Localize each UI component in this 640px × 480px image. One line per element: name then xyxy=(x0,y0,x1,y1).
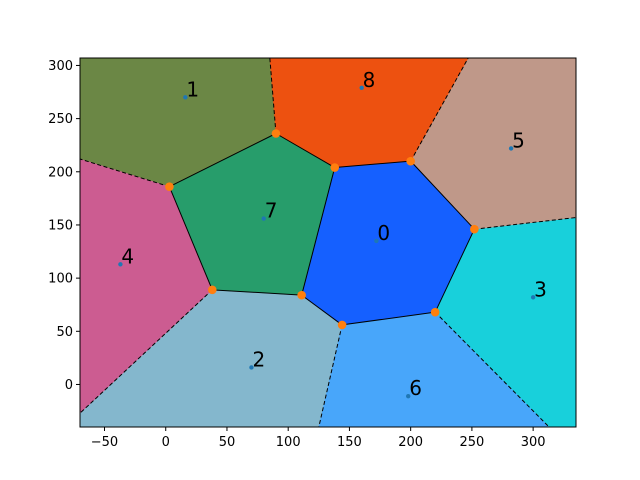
region-label-2: 2 xyxy=(252,347,265,371)
vertices-layer xyxy=(165,129,479,330)
voronoi-edge xyxy=(301,294,343,326)
voronoi-edge xyxy=(334,160,411,169)
y-axis: 0 50 100 150 200 250 300 xyxy=(48,59,80,393)
voronoi-vertex xyxy=(271,129,281,138)
x-tick-label: 300 xyxy=(521,435,546,450)
site-point-5 xyxy=(508,146,514,151)
y-tick-label: 100 xyxy=(48,272,73,287)
site-point-3 xyxy=(530,295,536,300)
region-label-7: 7 xyxy=(265,199,278,223)
site-point-7 xyxy=(261,216,266,221)
voronoi-ridge-dashed xyxy=(434,311,550,427)
voronoi-edge xyxy=(169,133,277,188)
voronoi-vertex xyxy=(337,320,347,330)
site-point-6 xyxy=(406,393,411,399)
regions-layer xyxy=(80,58,576,427)
voronoi-vertex xyxy=(297,290,306,300)
x-tick-label: 250 xyxy=(459,435,484,450)
region-label-8: 8 xyxy=(363,68,376,92)
voronoi-edge xyxy=(410,160,475,230)
site-point-0 xyxy=(374,238,379,244)
voronoi-vertex xyxy=(165,182,174,191)
edges-layer xyxy=(80,58,576,427)
voronoi-ridge-dashed xyxy=(410,58,469,162)
site-point-8 xyxy=(359,85,364,90)
voronoi-vertex xyxy=(430,307,440,317)
voronoi-vertex xyxy=(330,163,340,172)
y-tick-label: 150 xyxy=(48,218,73,233)
x-tick-label: 0 xyxy=(162,435,170,450)
x-tick-label: −50 xyxy=(91,435,118,450)
voronoi-vertex xyxy=(470,224,479,234)
axes-frame xyxy=(79,57,577,428)
voronoi-ridge-dashed xyxy=(474,217,576,230)
y-tick-label: 300 xyxy=(48,59,73,74)
site-point-2 xyxy=(249,365,254,370)
voronoi-edge xyxy=(301,167,336,296)
voronoi-edge xyxy=(434,228,475,313)
voronoi-vertex xyxy=(207,285,217,295)
y-tick-label: 50 xyxy=(56,325,73,340)
y-tick-label: 250 xyxy=(48,112,73,127)
region-labels-layer: 0 1 2 3 4 5 6 7 8 xyxy=(121,68,546,400)
voronoi-ridge-dashed xyxy=(80,158,170,188)
region-label-6: 6 xyxy=(409,376,422,400)
x-axis: −50 0 50 100 150 200 250 300 xyxy=(91,427,546,450)
voronoi-edge xyxy=(168,186,213,291)
region-label-4: 4 xyxy=(121,244,134,268)
site-point-1 xyxy=(183,95,188,100)
y-tick-label: 0 xyxy=(65,378,73,393)
sites-layer xyxy=(118,85,536,399)
voronoi-ridge-dashed xyxy=(318,324,343,427)
voronoi-edge xyxy=(275,133,335,168)
region-label-5: 5 xyxy=(512,128,525,152)
region-label-1: 1 xyxy=(186,77,199,101)
plot-area: 0 1 2 3 4 5 6 7 8 xyxy=(80,58,576,427)
x-tick-label: 150 xyxy=(337,435,362,450)
voronoi-edge xyxy=(212,289,302,296)
x-tick-label: 200 xyxy=(398,435,423,450)
x-tick-label: 50 xyxy=(219,435,236,450)
region-label-0: 0 xyxy=(377,221,390,245)
site-point-4 xyxy=(118,262,123,267)
region-label-3: 3 xyxy=(534,277,547,301)
y-tick-label: 200 xyxy=(48,165,73,180)
x-tick-label: 100 xyxy=(276,435,301,450)
voronoi-ridge-dashed xyxy=(80,289,213,414)
voronoi-edge xyxy=(342,311,436,326)
voronoi-vertex xyxy=(406,156,415,166)
